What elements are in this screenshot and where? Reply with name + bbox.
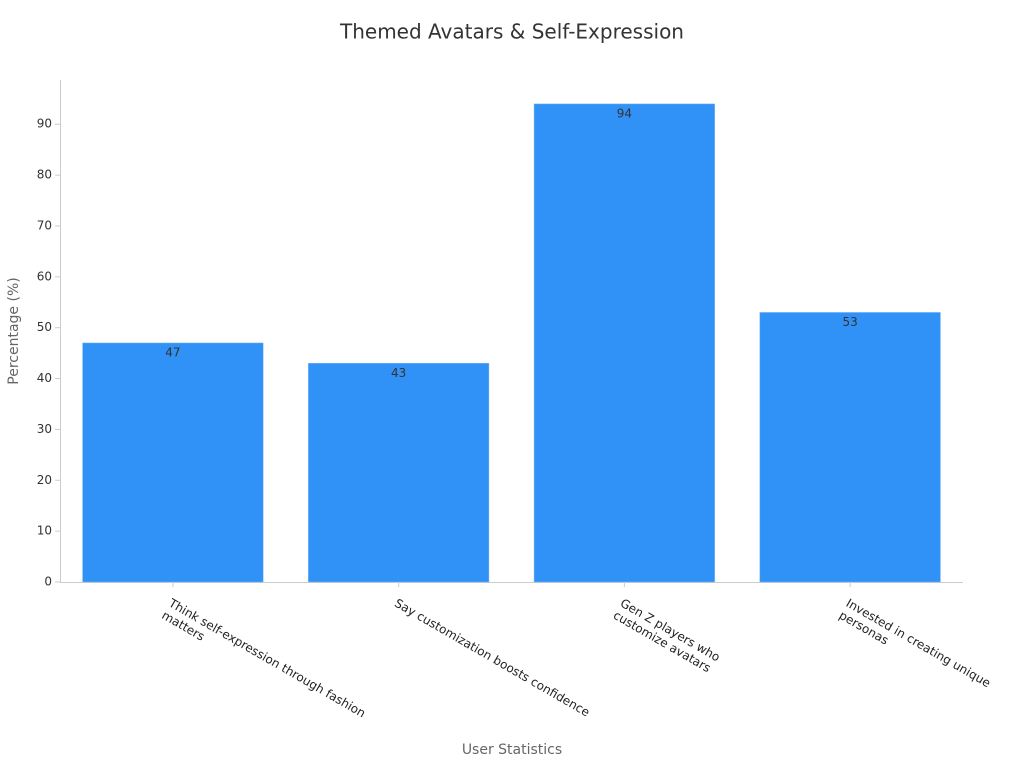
- y-tick-label: 0: [44, 575, 52, 589]
- value-label: 47: [165, 345, 180, 359]
- x-axis-title: User Statistics: [462, 742, 562, 758]
- y-tick-label: 20: [37, 473, 52, 487]
- x-tick-label: Invested in creating uniquepersonas: [837, 596, 993, 702]
- y-axis-title: Percentage (%): [6, 277, 22, 384]
- bar: [759, 312, 941, 583]
- y-tick-label: 80: [37, 168, 52, 182]
- value-label: 43: [391, 366, 406, 380]
- y-tick-label: 70: [37, 218, 52, 232]
- x-tick-label: Think self-expression through fashionmat…: [159, 595, 368, 732]
- y-tick-label: 90: [37, 117, 52, 131]
- value-label: 94: [617, 106, 632, 120]
- x-tick-label: Say customization boosts confidence: [392, 596, 592, 720]
- bar: [308, 363, 490, 583]
- y-tick-label: 30: [37, 422, 52, 436]
- bar: [82, 342, 264, 583]
- chart-title: Themed Avatars & Self-Expression: [339, 20, 684, 44]
- x-tick-label: Gen Z players whocustomize avatars: [611, 596, 723, 677]
- bar: [533, 103, 715, 583]
- y-tick-label: 50: [37, 320, 52, 334]
- y-tick-label: 10: [37, 524, 52, 538]
- y-tick-label: 40: [37, 371, 52, 385]
- y-tick-label: 60: [37, 269, 52, 283]
- value-label: 53: [842, 315, 857, 329]
